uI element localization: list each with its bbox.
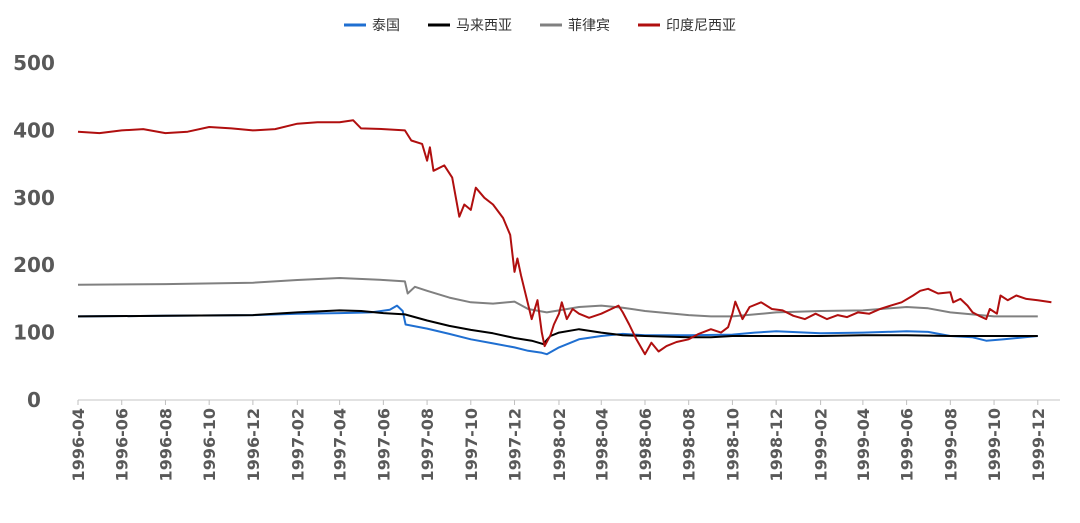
x-tick-label: 1997-10 (462, 408, 481, 481)
x-axis: 1996-04 1996-06 1996-08 1996-10 1996-12 1997-… (69, 399, 1060, 481)
y-tick-label: 500 (13, 51, 55, 75)
y-axis: 0 100 200 300 400 500 (13, 51, 55, 412)
x-tick-label: 1996-08 (156, 408, 175, 481)
plot-area (77, 119, 1052, 356)
y-tick-label: 400 (13, 118, 55, 142)
y-tick-label: 200 (13, 253, 55, 277)
x-tick-label: 1998-10 (723, 408, 742, 481)
legend-label: 马来西亚 (456, 18, 512, 34)
x-tick-label: 1997-02 (288, 408, 307, 481)
y-tick-label: 100 (13, 321, 55, 345)
x-tick-label: 1999-06 (898, 408, 917, 481)
legend-label: 菲律宾 (568, 18, 610, 34)
series-line (77, 277, 1038, 318)
x-tick-label: 1996-04 (69, 408, 88, 481)
x-tick-label: 1999-10 (985, 408, 1004, 481)
x-tick-label: 1997-06 (374, 408, 393, 481)
x-tick-label: 1996-12 (244, 408, 263, 481)
series-line (77, 119, 1052, 356)
legend-label: 泰国 (372, 18, 400, 34)
x-tick-label: 1999-08 (941, 408, 960, 481)
x-tick-label: 1997-04 (331, 408, 350, 481)
x-tick-label: 1998-08 (680, 408, 699, 481)
x-tick-label: 1998-04 (592, 408, 611, 481)
legend-label: 印度尼西亚 (666, 18, 736, 34)
chart-legend: 泰国 马来西亚 菲律宾 印度尼西亚 (344, 18, 736, 34)
y-tick-label: 0 (27, 388, 41, 412)
x-tick-label: 1998-02 (550, 408, 569, 481)
x-tick-label: 1998-12 (767, 408, 786, 481)
x-tick-label: 1998-06 (636, 408, 655, 481)
y-tick-label: 300 (13, 186, 55, 210)
x-tick-label: 1999-12 (1029, 408, 1048, 481)
series-line (77, 304, 1038, 356)
x-tick-label: 1999-04 (854, 408, 873, 481)
x-tick-label: 1997-12 (506, 408, 525, 481)
x-tick-label: 1997-08 (418, 408, 437, 481)
x-tick-label: 1996-06 (113, 408, 132, 481)
x-tick-label: 1996-10 (200, 408, 219, 481)
x-tick-label: 1999-02 (812, 408, 831, 481)
